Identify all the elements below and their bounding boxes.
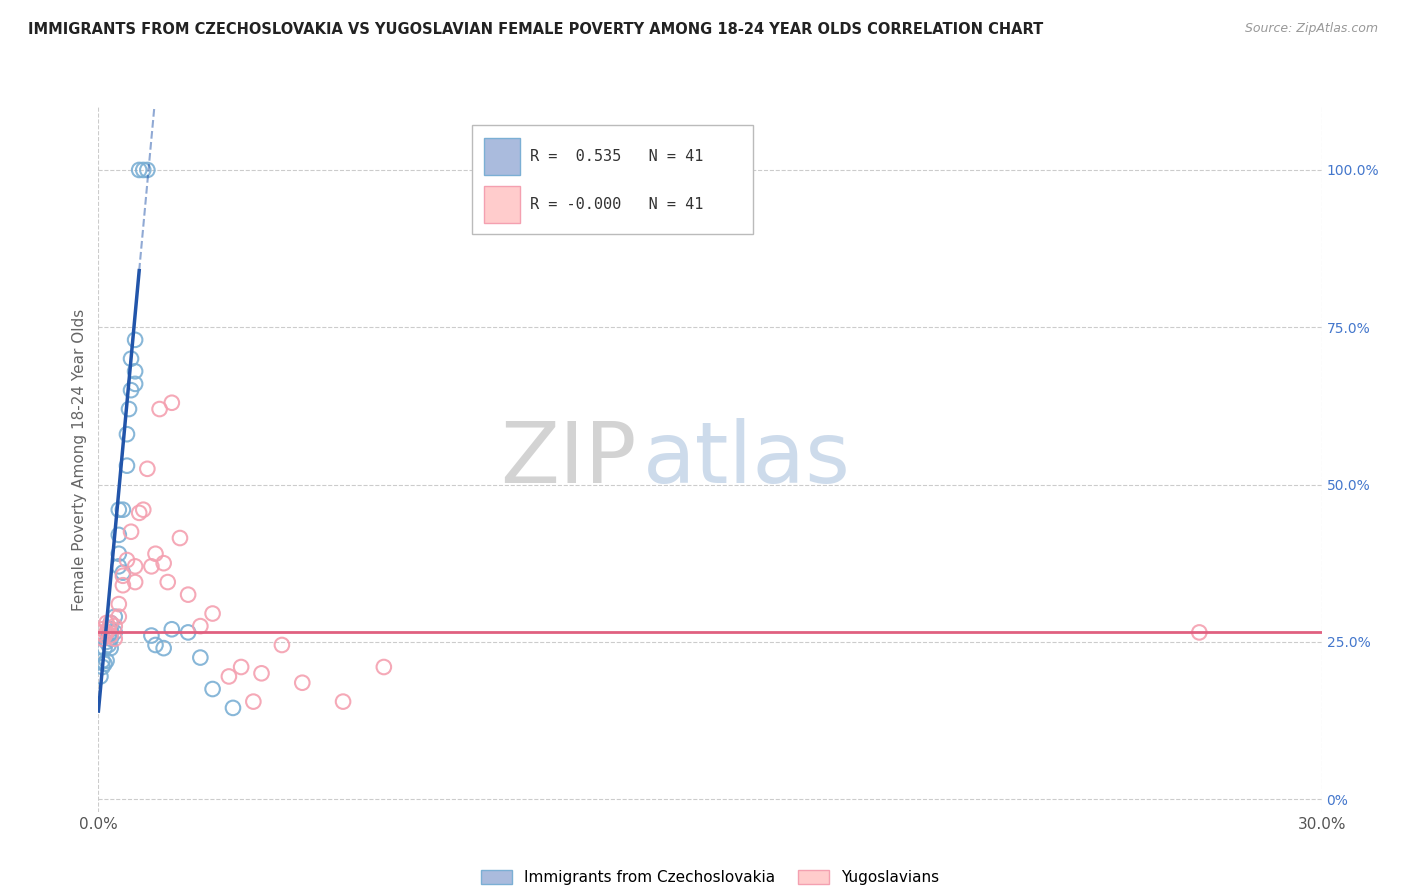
Point (201, 681, 224, 696)
Point (141, 559, 163, 574)
Text: Source: ZipAtlas.com: Source: ZipAtlas.com (1244, 22, 1378, 36)
Point (132, 502, 155, 516)
Point (152, 556, 174, 570)
Point (136, 462, 159, 476)
Point (242, 695, 264, 709)
Point (124, 575, 146, 590)
Point (124, 559, 146, 574)
Point (100, 622, 122, 636)
Point (177, 625, 200, 640)
Point (152, 641, 174, 656)
Point (222, 701, 245, 715)
Point (120, 383, 142, 397)
Point (201, 607, 224, 621)
Point (97, 622, 120, 636)
FancyBboxPatch shape (471, 125, 752, 234)
Point (141, 628, 163, 642)
Point (100, 628, 122, 642)
Text: R =  0.535   N = 41: R = 0.535 N = 41 (530, 149, 703, 164)
Point (89, 669, 111, 683)
Point (218, 669, 240, 683)
Point (91, 654, 114, 668)
Y-axis label: Female Poverty Among 18-24 Year Olds: Female Poverty Among 18-24 Year Olds (72, 309, 87, 610)
Point (96, 625, 118, 640)
Point (250, 666, 273, 681)
Point (96, 635, 118, 649)
FancyBboxPatch shape (484, 137, 520, 175)
Point (104, 632, 127, 646)
Point (1188, 625, 1211, 640)
Point (118, 402, 141, 417)
Point (332, 695, 354, 709)
Point (104, 619, 127, 633)
Point (177, 588, 200, 602)
Point (108, 559, 131, 574)
Point (120, 351, 142, 366)
Point (100, 641, 122, 656)
Point (97, 638, 120, 652)
Point (188, 650, 212, 665)
Point (124, 364, 146, 378)
Text: ZIP: ZIP (501, 417, 637, 501)
Point (145, 547, 167, 561)
Point (108, 502, 131, 516)
Point (115, 553, 138, 567)
Text: R = -0.000   N = 41: R = -0.000 N = 41 (530, 197, 703, 212)
Point (96, 654, 118, 668)
FancyBboxPatch shape (484, 186, 520, 223)
Point (128, 506, 150, 520)
Point (120, 524, 142, 539)
Text: IMMIGRANTS FROM CZECHOSLOVAKIA VS YUGOSLAVIAN FEMALE POVERTY AMONG 18-24 YEAR OL: IMMIGRANTS FROM CZECHOSLOVAKIA VS YUGOSL… (28, 22, 1043, 37)
Point (136, 163, 159, 178)
Point (111, 566, 134, 580)
Point (115, 427, 138, 442)
Point (160, 622, 183, 636)
Point (291, 675, 314, 690)
Point (108, 547, 131, 561)
Legend: Immigrants from Czechoslovakia, Yugoslavians: Immigrants from Czechoslovakia, Yugoslav… (481, 870, 939, 885)
Point (100, 615, 122, 630)
Point (145, 638, 167, 652)
Point (169, 531, 191, 545)
Point (188, 619, 212, 633)
Point (111, 502, 134, 516)
Point (373, 660, 395, 674)
Point (160, 396, 183, 410)
Point (100, 615, 122, 630)
Point (91, 632, 114, 646)
Point (132, 163, 155, 178)
Point (124, 333, 146, 347)
Text: atlas: atlas (643, 417, 851, 501)
Point (108, 597, 131, 611)
Point (270, 638, 294, 652)
Point (231, 660, 253, 674)
Point (93, 641, 115, 656)
Point (91, 660, 114, 674)
Point (100, 625, 122, 640)
Point (100, 632, 122, 646)
Point (149, 402, 172, 417)
Point (156, 575, 179, 590)
Point (104, 609, 127, 624)
Point (108, 528, 131, 542)
Point (108, 609, 131, 624)
Point (96, 615, 118, 630)
Point (93, 628, 115, 642)
Point (115, 458, 138, 473)
Point (111, 578, 134, 592)
Point (91, 622, 114, 636)
Point (128, 163, 150, 178)
Point (97, 628, 120, 642)
Point (104, 625, 127, 640)
Point (93, 657, 115, 671)
Point (124, 376, 146, 391)
Point (111, 568, 134, 582)
Point (89, 625, 111, 640)
